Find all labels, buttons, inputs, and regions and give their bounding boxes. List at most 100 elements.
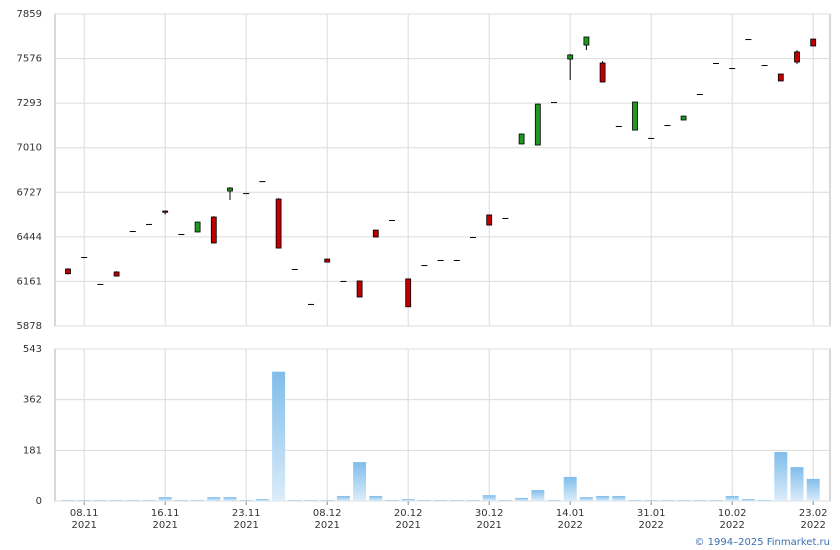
volume-bar: [693, 500, 707, 501]
x-tick-label: 10.02: [718, 508, 747, 519]
volume-bar: [741, 499, 755, 501]
candle-body: [453, 260, 460, 262]
candle-body: [567, 54, 574, 60]
volume-bar: [174, 500, 188, 501]
x-tick-year: 2021: [152, 520, 177, 531]
volume-bar: [596, 495, 610, 501]
candle-body: [680, 115, 687, 121]
volume-bar: [579, 497, 593, 501]
candle-body: [65, 268, 71, 275]
volume-bar: [255, 499, 269, 501]
x-tick-label: 16.11: [151, 508, 180, 519]
volume-bar: [417, 500, 431, 501]
volume-bar: [239, 500, 253, 501]
candle-body: [210, 216, 217, 244]
volume-bar: [709, 500, 723, 501]
y-tick-label: 7293: [17, 98, 42, 109]
volume-bar: [304, 500, 318, 501]
y-tick-label: 543: [23, 344, 42, 355]
volume-bar: [450, 500, 464, 501]
candle-body: [405, 278, 412, 308]
volume-bar: [466, 500, 480, 501]
y-tick-label: 7010: [17, 143, 42, 154]
volume-bar: [531, 490, 545, 501]
candle-body: [615, 125, 622, 127]
candle-body: [664, 125, 671, 127]
volume-bar: [806, 478, 820, 501]
volume-bar: [142, 500, 156, 501]
volume-bar: [774, 452, 788, 501]
volume-bar: [677, 500, 691, 501]
candle-body: [227, 187, 233, 192]
volume-bar: [336, 495, 350, 501]
x-tick-year: 2022: [557, 520, 582, 531]
volume-bar: [482, 495, 496, 501]
x-tick-year: 2021: [71, 520, 96, 531]
candle-body: [421, 265, 428, 267]
volume-bar: [272, 371, 286, 501]
x-tick-label: 30.12: [475, 508, 504, 519]
candle-body: [113, 271, 120, 277]
y-tick-label: 6727: [17, 187, 42, 198]
y-tick-label: 0: [36, 496, 42, 507]
candle-body: [583, 36, 590, 46]
volume-bar: [612, 495, 626, 501]
candle-body: [291, 268, 298, 270]
x-tick-label: 23.11: [232, 508, 261, 519]
x-tick-label: 14.01: [556, 508, 585, 519]
volume-bar: [628, 500, 642, 501]
candle-body: [470, 237, 476, 239]
candle-body: [194, 221, 201, 233]
y-tick-label: 6161: [17, 276, 42, 287]
y-tick-label: 7859: [17, 9, 42, 20]
volume-bar: [207, 497, 221, 501]
volume-bar: [515, 497, 529, 501]
candle-body: [745, 39, 752, 41]
candle-body: [648, 137, 655, 139]
x-tick-year: 2022: [638, 520, 663, 531]
volume-bar: [110, 500, 124, 501]
y-tick-label: 181: [23, 445, 42, 456]
candle-body: [178, 234, 185, 236]
candle-body: [810, 38, 817, 47]
candle-body: [486, 214, 493, 226]
volume-frame: [54, 348, 831, 502]
volume-bar: [758, 500, 772, 501]
candle-body: [534, 103, 541, 146]
x-tick-label: 23.02: [799, 508, 828, 519]
candle-body: [308, 303, 314, 305]
x-tick-year: 2022: [719, 520, 744, 531]
volume-bar: [385, 500, 399, 501]
candle-body: [243, 193, 250, 195]
volume-bar: [434, 500, 448, 501]
volume-bar: [93, 500, 107, 501]
volume-bar: [725, 495, 739, 501]
volume-bar: [353, 462, 367, 501]
volume-bar: [320, 500, 334, 501]
volume-bar: [790, 467, 804, 501]
x-tick-label: 31.01: [637, 508, 666, 519]
candle-body: [632, 101, 638, 131]
volume-bar: [547, 500, 561, 501]
volume-bar: [660, 500, 674, 501]
candle-body: [275, 198, 282, 249]
candle-body: [81, 257, 88, 259]
volume-bar: [401, 499, 415, 501]
volume-bar: [126, 500, 140, 501]
candle-body: [599, 62, 606, 83]
candle-body: [129, 231, 136, 233]
candle-body: [162, 210, 169, 213]
volume-bar: [191, 500, 205, 501]
y-tick-label: 7576: [17, 54, 42, 65]
candle-body: [324, 258, 331, 263]
x-tick-label: 08.11: [70, 508, 99, 519]
x-tick-year: 2021: [395, 520, 420, 531]
volume-bar: [288, 500, 302, 501]
volume-bar: [61, 500, 75, 501]
x-tick-year: 2021: [233, 520, 258, 531]
candle-body: [518, 133, 525, 145]
x-tick-year: 2022: [800, 520, 825, 531]
candle-body: [146, 223, 152, 225]
